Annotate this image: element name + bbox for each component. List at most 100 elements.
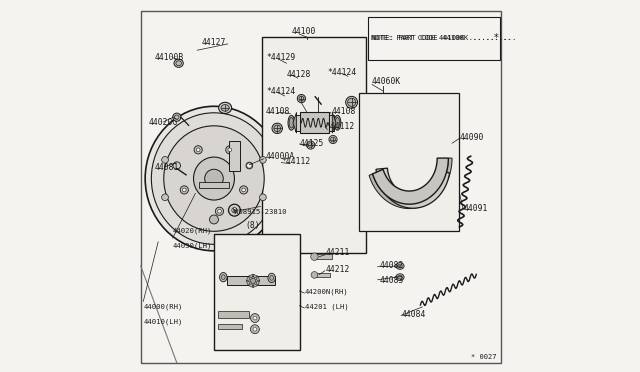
Bar xyxy=(227,276,275,285)
Text: 44083: 44083 xyxy=(380,276,404,285)
Ellipse shape xyxy=(246,162,253,169)
Text: 44211: 44211 xyxy=(326,248,350,257)
Text: 44108: 44108 xyxy=(266,107,291,116)
Text: *44112: *44112 xyxy=(326,122,355,131)
Ellipse shape xyxy=(272,123,282,134)
Text: 44200N(RH): 44200N(RH) xyxy=(305,289,349,295)
Text: 44000A: 44000A xyxy=(266,152,295,161)
Ellipse shape xyxy=(219,102,232,113)
Polygon shape xyxy=(246,281,250,286)
Circle shape xyxy=(253,316,257,320)
Text: 44090: 44090 xyxy=(460,133,484,142)
Text: NOTE: PART CODE 44100K ..........: NOTE: PART CODE 44100K .......... xyxy=(372,35,516,41)
Polygon shape xyxy=(253,274,258,278)
Circle shape xyxy=(162,157,168,163)
Text: 44020G: 44020G xyxy=(149,118,178,127)
Bar xyxy=(218,311,250,318)
Bar xyxy=(315,273,330,277)
Text: *44124: *44124 xyxy=(266,87,295,96)
Ellipse shape xyxy=(396,263,404,269)
Ellipse shape xyxy=(334,115,341,130)
Text: 44100: 44100 xyxy=(292,27,316,36)
Bar xyxy=(295,115,300,131)
Ellipse shape xyxy=(174,59,183,67)
Text: 44000(RH): 44000(RH) xyxy=(143,304,182,310)
Text: W: W xyxy=(232,208,236,213)
Circle shape xyxy=(246,163,252,168)
Circle shape xyxy=(260,194,266,201)
Text: 44010(LH): 44010(LH) xyxy=(143,318,182,325)
Polygon shape xyxy=(248,274,253,278)
Circle shape xyxy=(228,148,232,152)
Circle shape xyxy=(196,148,200,152)
Polygon shape xyxy=(332,112,336,133)
Text: *: * xyxy=(493,33,499,43)
Ellipse shape xyxy=(396,274,404,280)
Bar xyxy=(229,141,240,171)
Polygon shape xyxy=(293,112,296,133)
Circle shape xyxy=(239,186,248,194)
Ellipse shape xyxy=(335,118,340,128)
Circle shape xyxy=(180,186,188,194)
Text: W08915-23810: W08915-23810 xyxy=(234,209,287,215)
Text: 44091: 44091 xyxy=(463,204,488,213)
Text: 44030(LH): 44030(LH) xyxy=(173,242,212,249)
Ellipse shape xyxy=(176,61,181,66)
Circle shape xyxy=(228,204,241,216)
Circle shape xyxy=(253,327,257,331)
Polygon shape xyxy=(376,168,449,208)
Polygon shape xyxy=(256,281,260,286)
Ellipse shape xyxy=(397,264,402,268)
Circle shape xyxy=(162,194,168,201)
Circle shape xyxy=(232,208,237,213)
Ellipse shape xyxy=(164,126,264,231)
Text: 44020(RH): 44020(RH) xyxy=(173,227,212,234)
Polygon shape xyxy=(248,283,253,288)
Bar xyxy=(300,112,330,133)
Circle shape xyxy=(226,146,234,154)
Ellipse shape xyxy=(346,96,358,108)
Text: 44108: 44108 xyxy=(331,107,356,116)
Text: * 0027: * 0027 xyxy=(471,354,497,360)
Circle shape xyxy=(216,207,223,215)
Text: 44081: 44081 xyxy=(154,163,179,172)
Text: *44124: *44124 xyxy=(328,68,356,77)
Circle shape xyxy=(250,325,259,334)
Bar xyxy=(359,93,460,231)
Ellipse shape xyxy=(268,273,275,283)
Bar xyxy=(330,115,334,131)
Circle shape xyxy=(205,169,223,188)
Bar xyxy=(199,182,229,188)
Circle shape xyxy=(194,146,202,154)
Text: 44212: 44212 xyxy=(326,265,350,274)
Polygon shape xyxy=(246,276,250,281)
Bar xyxy=(262,37,367,253)
Ellipse shape xyxy=(173,162,180,169)
Text: *44129: *44129 xyxy=(266,53,295,62)
Text: (8): (8) xyxy=(246,221,260,230)
Ellipse shape xyxy=(308,142,313,147)
Polygon shape xyxy=(253,283,258,288)
Text: 44082: 44082 xyxy=(380,262,404,270)
Text: 44201 (LH): 44201 (LH) xyxy=(305,304,349,310)
Bar xyxy=(315,254,332,259)
Ellipse shape xyxy=(270,275,273,280)
Ellipse shape xyxy=(298,94,305,103)
Polygon shape xyxy=(369,158,452,209)
Ellipse shape xyxy=(307,141,315,149)
Ellipse shape xyxy=(220,272,227,282)
Circle shape xyxy=(250,278,255,283)
Ellipse shape xyxy=(329,135,337,144)
Text: 44125: 44125 xyxy=(300,139,324,148)
Ellipse shape xyxy=(348,98,356,106)
Ellipse shape xyxy=(299,96,304,101)
Text: 44060K: 44060K xyxy=(372,77,401,86)
Ellipse shape xyxy=(221,105,229,111)
Text: *44112: *44112 xyxy=(281,157,310,166)
Ellipse shape xyxy=(145,106,283,251)
Ellipse shape xyxy=(397,275,402,279)
Bar xyxy=(218,324,242,329)
Ellipse shape xyxy=(289,118,294,128)
Ellipse shape xyxy=(331,137,335,142)
Ellipse shape xyxy=(274,125,280,132)
